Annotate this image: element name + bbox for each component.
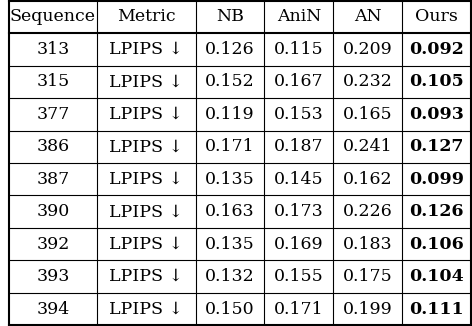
Text: 0.171: 0.171: [274, 301, 324, 318]
Text: 0.183: 0.183: [343, 236, 393, 253]
Text: 377: 377: [36, 106, 70, 123]
Text: 393: 393: [36, 268, 70, 285]
Text: 0.093: 0.093: [409, 106, 464, 123]
Text: 0.187: 0.187: [274, 138, 324, 155]
Text: 0.175: 0.175: [343, 268, 393, 285]
Text: 394: 394: [36, 301, 69, 318]
Text: 0.111: 0.111: [409, 301, 464, 318]
Text: 0.209: 0.209: [343, 41, 393, 58]
Text: 0.106: 0.106: [409, 236, 464, 253]
Text: 0.150: 0.150: [205, 301, 255, 318]
Text: LPIPS ↓: LPIPS ↓: [110, 41, 184, 58]
Text: 0.171: 0.171: [205, 138, 255, 155]
Text: 0.092: 0.092: [409, 41, 464, 58]
Text: LPIPS ↓: LPIPS ↓: [110, 138, 184, 155]
Text: Metric: Metric: [117, 8, 176, 25]
Text: 0.099: 0.099: [409, 171, 464, 188]
Text: 0.132: 0.132: [205, 268, 255, 285]
Text: 0.226: 0.226: [343, 203, 393, 220]
Text: 0.105: 0.105: [409, 73, 464, 90]
Text: 392: 392: [36, 236, 70, 253]
Text: 386: 386: [36, 138, 69, 155]
Text: Sequence: Sequence: [10, 8, 96, 25]
Text: 0.167: 0.167: [274, 73, 324, 90]
Text: 390: 390: [36, 203, 69, 220]
Text: 0.126: 0.126: [205, 41, 255, 58]
Text: 0.199: 0.199: [343, 301, 393, 318]
Text: 0.232: 0.232: [343, 73, 393, 90]
Text: LPIPS ↓: LPIPS ↓: [110, 268, 184, 285]
Text: 387: 387: [36, 171, 69, 188]
Text: 0.241: 0.241: [343, 138, 393, 155]
Text: 0.145: 0.145: [274, 171, 324, 188]
Text: LPIPS ↓: LPIPS ↓: [110, 73, 184, 90]
Text: LPIPS ↓: LPIPS ↓: [110, 106, 184, 123]
Text: AN: AN: [354, 8, 381, 25]
Text: LPIPS ↓: LPIPS ↓: [110, 203, 184, 220]
Text: AniN: AniN: [277, 8, 321, 25]
Text: 315: 315: [36, 73, 69, 90]
Text: 0.169: 0.169: [274, 236, 324, 253]
Text: 0.173: 0.173: [274, 203, 324, 220]
Text: 0.119: 0.119: [205, 106, 255, 123]
Text: 0.126: 0.126: [409, 203, 464, 220]
Text: 0.153: 0.153: [274, 106, 324, 123]
Text: 0.135: 0.135: [205, 171, 255, 188]
Text: Ours: Ours: [415, 8, 458, 25]
Text: NB: NB: [216, 8, 244, 25]
Text: LPIPS ↓: LPIPS ↓: [110, 236, 184, 253]
Text: LPIPS ↓: LPIPS ↓: [110, 301, 184, 318]
Text: 0.104: 0.104: [409, 268, 464, 285]
Text: 0.162: 0.162: [343, 171, 393, 188]
Text: 0.152: 0.152: [205, 73, 255, 90]
Text: 313: 313: [36, 41, 69, 58]
Text: 0.155: 0.155: [274, 268, 324, 285]
Text: 0.135: 0.135: [205, 236, 255, 253]
Text: 0.163: 0.163: [205, 203, 255, 220]
Text: 0.165: 0.165: [343, 106, 393, 123]
Text: LPIPS ↓: LPIPS ↓: [110, 171, 184, 188]
Text: 0.115: 0.115: [274, 41, 324, 58]
Text: 0.127: 0.127: [409, 138, 464, 155]
